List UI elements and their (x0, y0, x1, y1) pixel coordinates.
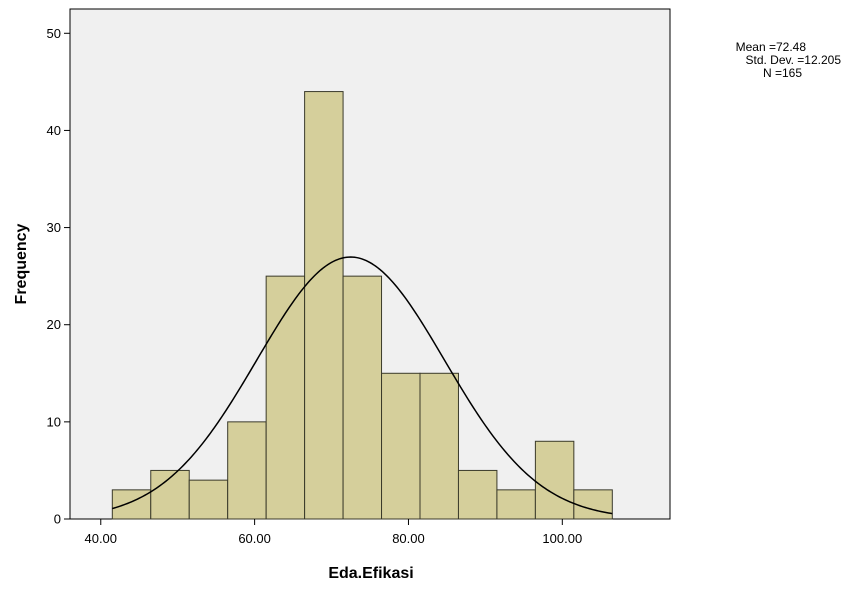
histogram-bar (496, 489, 536, 520)
histogram-bar (457, 469, 498, 520)
histogram-bar (534, 440, 575, 520)
histogram-bar (573, 489, 613, 520)
histogram-bar (265, 275, 306, 520)
histogram-bar (419, 372, 459, 520)
y-tick-label: 20 (47, 317, 61, 332)
x-tick-label: 100.00 (542, 531, 582, 546)
histogram-bar (111, 489, 152, 520)
stats-mean: Mean =72.48 (736, 40, 807, 54)
y-tick-label: 40 (47, 123, 61, 138)
y-tick-label: 10 (47, 414, 61, 429)
x-tick-label: 40.00 (84, 531, 117, 546)
stats-std-dev: Std. Dev. =12.205 (745, 53, 841, 67)
x-tick-label: 80.00 (392, 531, 425, 546)
stats-n: N =165 (763, 66, 802, 80)
histogram-bar (342, 275, 383, 520)
histogram-bar (227, 421, 267, 520)
axes: 0 10 20 30 40 50 40.00 60.00 80.00 100.00 (47, 26, 583, 546)
x-axis-title: Eda.Efikasi (328, 565, 413, 582)
histogram-bar (381, 372, 421, 520)
stats-box: Mean =72.48 Std. Dev. =12.205 N =165 (736, 40, 842, 80)
histogram-bar (304, 91, 344, 520)
y-tick-label: 30 (47, 220, 61, 235)
histogram-bars (111, 91, 613, 520)
y-tick-label: 0 (54, 512, 61, 527)
x-tick-label: 60.00 (238, 531, 271, 546)
y-axis-title: Frequency (13, 223, 30, 304)
normal-curve (112, 256, 613, 515)
histogram-bar (188, 479, 229, 520)
y-tick-label: 50 (47, 26, 61, 41)
